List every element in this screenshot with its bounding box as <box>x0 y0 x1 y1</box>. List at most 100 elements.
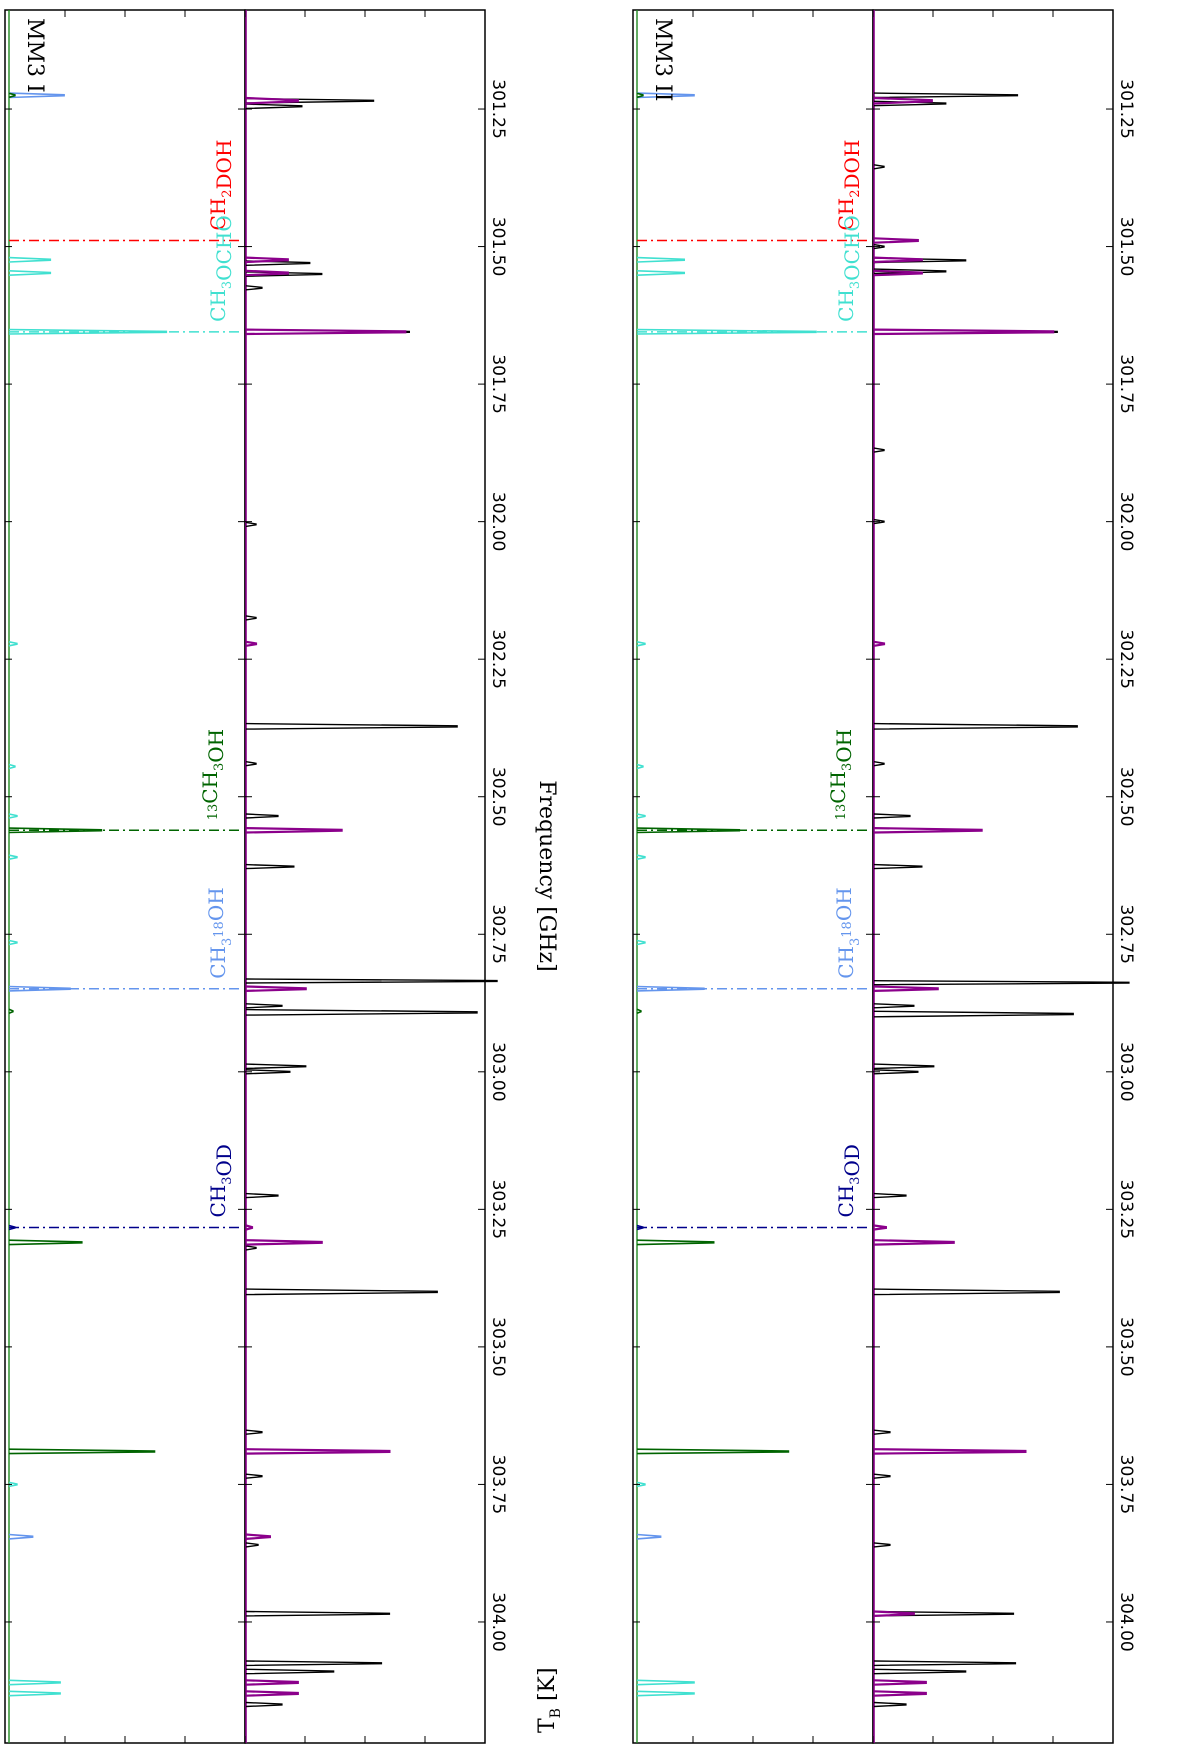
observed-line <box>873 1660 1017 1667</box>
model-line <box>873 1224 887 1231</box>
observed-line <box>245 1063 307 1070</box>
marker-label-CH2DOH: CH2DOH <box>206 140 236 231</box>
observed-line <box>245 1473 263 1479</box>
species-line-13CH3OH <box>636 92 644 99</box>
species-line-CH3OCHO <box>636 1690 695 1697</box>
x-tick-label: 304.00 <box>1116 1592 1136 1651</box>
observed-line <box>873 1192 907 1199</box>
x-tick-label: 301.25 <box>488 79 508 138</box>
observed-line <box>873 813 911 819</box>
observed-line <box>245 1668 335 1675</box>
observed-line <box>873 1288 1060 1296</box>
model-line <box>873 328 1055 336</box>
species-line-CH3OCHO <box>636 256 685 263</box>
species-line-CH3OCHO <box>636 1481 646 1488</box>
species-line-CH3OCHO <box>8 854 18 860</box>
x-tick-label: 302.50 <box>1116 767 1136 826</box>
observed-line <box>245 1069 291 1075</box>
observed-line <box>873 243 885 250</box>
observed-line <box>245 521 257 528</box>
x-tick-label: 302.75 <box>1116 905 1136 964</box>
species-line-CH3-18OH <box>8 1533 34 1540</box>
observed-line <box>873 1473 891 1479</box>
species-line-CH3OCHO <box>636 854 646 860</box>
model-line <box>245 269 289 277</box>
species-line-CH3OCHO <box>636 270 685 276</box>
observed-line <box>245 1429 263 1435</box>
model-line <box>245 1533 271 1540</box>
species-line-CH3OCHO <box>8 763 16 770</box>
species-line-13CH3OH <box>8 1008 14 1015</box>
x-axis-label: Frequency [GHz] <box>534 780 559 972</box>
model-line <box>245 640 258 647</box>
species-line-CH3OCHO <box>8 328 168 335</box>
marker-label-13CH3OH: 13CH3OH <box>826 729 856 820</box>
panel-title: MM3 II <box>650 18 675 101</box>
observed-line <box>245 813 279 819</box>
model-line <box>245 1690 299 1697</box>
x-tick-label: 303.00 <box>488 1042 508 1101</box>
species-line-CH3OCHO <box>8 1690 61 1697</box>
lower-plot-frame <box>244 9 486 1744</box>
model-line <box>873 1448 1027 1455</box>
model-line <box>873 1690 927 1697</box>
y-axis-label-bottom: TB [K] <box>535 1667 564 1733</box>
x-tick-label: 303.25 <box>1116 1180 1136 1239</box>
x-tick-label: 301.75 <box>488 354 508 413</box>
marker-label-CH3OCHO: CH3OCHO <box>206 215 236 322</box>
observed-line <box>245 103 303 110</box>
x-tick-label: 303.75 <box>1116 1455 1136 1514</box>
model-line <box>245 985 307 992</box>
x-tick-label: 302.50 <box>488 767 508 826</box>
x-tick-label: 303.25 <box>488 1180 508 1239</box>
model-line <box>245 96 299 105</box>
species-line-CH3OCHO <box>636 939 646 946</box>
species-line-13CH3OH <box>636 1008 642 1015</box>
species-line-CH3OCHO <box>8 813 18 819</box>
species-line-CH3OCHO <box>8 256 52 263</box>
observed-line <box>873 1429 891 1435</box>
observed-line <box>245 1008 478 1016</box>
x-tick-label: 303.00 <box>1116 1042 1136 1101</box>
model-line <box>873 256 923 264</box>
species-line-CH3OCHO <box>8 1481 18 1488</box>
x-tick-label: 301.50 <box>488 217 508 276</box>
observed-line <box>873 1542 891 1548</box>
model-line <box>873 237 919 244</box>
model-line <box>873 1239 955 1246</box>
model-line <box>873 269 923 277</box>
x-tick-label: 302.75 <box>488 905 508 964</box>
observed-line <box>873 1610 1015 1617</box>
observed-line <box>873 1010 1074 1018</box>
species-line-CH3OCHO <box>636 763 644 770</box>
species-line-13CH3OH <box>8 827 103 834</box>
model-line <box>873 1679 927 1686</box>
observed-line <box>245 97 375 104</box>
observed-line <box>245 863 295 870</box>
observed-line <box>873 164 885 170</box>
model-line <box>245 1239 323 1246</box>
model-line <box>873 827 983 834</box>
x-tick-label: 302.25 <box>1116 629 1136 688</box>
x-tick-label: 304.00 <box>488 1592 508 1651</box>
marker-label-CH3OD: CH3OD <box>206 1144 236 1217</box>
x-tick-label: 303.75 <box>488 1455 508 1514</box>
observed-line <box>873 92 1019 99</box>
species-line-CH3OCHO <box>636 813 646 819</box>
species-line-CH3OCHO <box>8 939 18 946</box>
species-line-CH3OCHO <box>636 328 817 335</box>
x-tick-label: 302.00 <box>488 492 508 551</box>
marker-label-CH2DOH: CH2DOH <box>834 140 864 231</box>
marker-label-CH3OCHO: CH3OCHO <box>834 215 864 322</box>
x-tick-label: 302.00 <box>1116 492 1136 551</box>
observed-line <box>873 447 885 453</box>
x-tick-label: 301.75 <box>1116 354 1136 413</box>
upper-plot-frame <box>632 9 874 1744</box>
observed-line <box>245 1542 259 1548</box>
observed-line <box>245 260 311 266</box>
observed-line <box>245 1610 391 1617</box>
marker-label-CH3-18OH: CH318OH <box>204 887 235 978</box>
observed-line <box>245 761 257 767</box>
model-line <box>873 985 939 992</box>
